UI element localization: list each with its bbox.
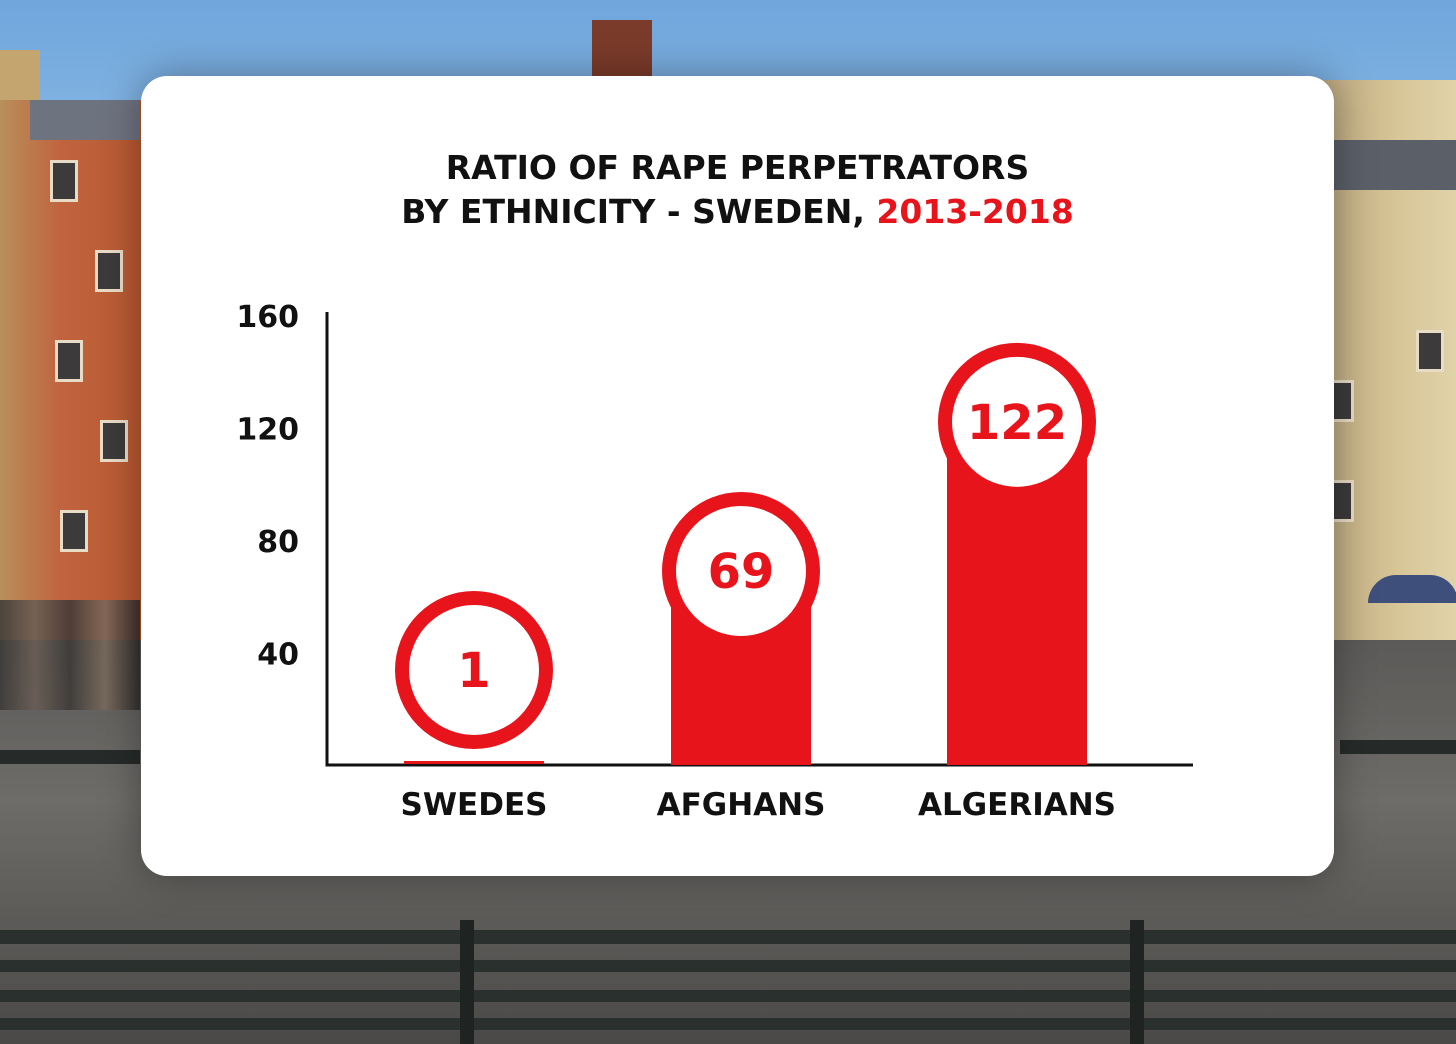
bench-right — [1340, 740, 1456, 754]
x-tick-label: ALGERIANS — [918, 787, 1116, 823]
y-tick-label: 40 — [257, 638, 299, 673]
window — [100, 420, 128, 462]
x-tick-label: SWEDES — [401, 787, 548, 823]
bar — [404, 761, 544, 764]
bar-chart: 40 80 120 160 1 SWEDES 69 AFGHANS 122 ALGERIANS — [236, 300, 1193, 823]
y-tick-label: 80 — [257, 525, 299, 560]
building-left — [0, 100, 150, 660]
x-tick-label: AFGHANS — [657, 787, 826, 823]
window — [50, 160, 78, 202]
data-label: 1 — [457, 643, 490, 699]
y-tick-label: 120 — [236, 413, 299, 448]
y-tick-label: 160 — [236, 300, 299, 335]
bench-slat — [0, 990, 1456, 1002]
bench-post — [460, 920, 474, 1044]
chart-title: RATIO OF RAPE PERPETRATORS BY ETHNICITY … — [141, 146, 1334, 234]
chart-title-line2: BY ETHNICITY - SWEDEN, 2013-2018 — [141, 190, 1334, 234]
building-roof — [30, 100, 140, 140]
data-label: 69 — [708, 544, 775, 600]
window — [1416, 330, 1444, 372]
bench-left — [0, 750, 140, 764]
pedestrians — [0, 600, 140, 710]
value-circle — [395, 591, 553, 749]
window — [55, 340, 83, 382]
chart-title-years: 2013-2018 — [876, 192, 1074, 231]
bench-slat — [0, 960, 1456, 972]
chart-card: RATIO OF RAPE PERPETRATORS BY ETHNICITY … — [141, 76, 1334, 876]
bench-post — [1130, 920, 1144, 1044]
bench-slat — [0, 1018, 1456, 1030]
chart-title-line1: RATIO OF RAPE PERPETRATORS — [445, 148, 1030, 187]
window — [60, 510, 88, 552]
bench-slat — [0, 930, 1456, 944]
value-circle — [662, 491, 820, 650]
data-label: 122 — [967, 395, 1067, 451]
window — [95, 250, 123, 292]
chart-title-line2-text: BY ETHNICITY - SWEDEN, — [401, 192, 865, 231]
cafe-umbrella — [1368, 575, 1456, 603]
value-circle — [938, 342, 1096, 501]
